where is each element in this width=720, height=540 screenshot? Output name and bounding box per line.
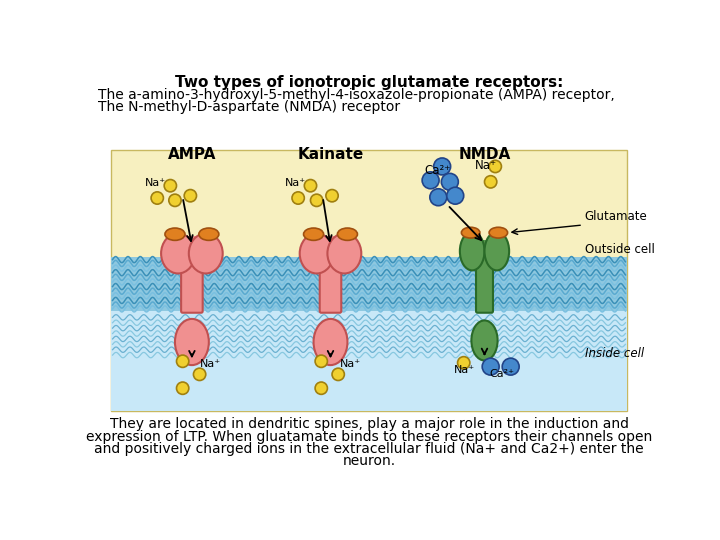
- Ellipse shape: [472, 320, 498, 361]
- Ellipse shape: [485, 232, 509, 271]
- Circle shape: [326, 190, 338, 202]
- Circle shape: [315, 382, 328, 394]
- Ellipse shape: [328, 233, 361, 273]
- FancyBboxPatch shape: [181, 248, 203, 313]
- Circle shape: [489, 160, 501, 173]
- Text: Inside cell: Inside cell: [585, 347, 644, 360]
- Bar: [111, 257, 627, 311]
- Circle shape: [422, 172, 439, 189]
- Ellipse shape: [175, 319, 209, 365]
- Circle shape: [503, 358, 519, 375]
- Text: Ca²⁺: Ca²⁺: [490, 369, 515, 380]
- Ellipse shape: [161, 233, 195, 273]
- Circle shape: [176, 382, 189, 394]
- Bar: [111, 150, 627, 411]
- Ellipse shape: [165, 228, 185, 240]
- Circle shape: [194, 368, 206, 381]
- Text: Na⁺: Na⁺: [199, 359, 221, 369]
- Circle shape: [430, 189, 447, 206]
- Circle shape: [482, 358, 499, 375]
- Text: AMPA: AMPA: [168, 147, 216, 162]
- Text: Outside cell: Outside cell: [585, 242, 654, 255]
- Text: Ca²⁺: Ca²⁺: [425, 164, 451, 177]
- Ellipse shape: [300, 233, 333, 273]
- Text: expression of LTP. When gluatamate binds to these receptors their channels open: expression of LTP. When gluatamate binds…: [86, 430, 652, 444]
- Circle shape: [315, 355, 328, 367]
- Text: and positively charged ions in the extracellular fluid (Na+ and Ca2+) enter the: and positively charged ions in the extra…: [94, 442, 644, 456]
- Bar: [178, 236, 206, 271]
- Text: Na⁺: Na⁺: [145, 178, 166, 188]
- Text: Na⁺: Na⁺: [340, 359, 361, 369]
- Circle shape: [433, 158, 451, 175]
- Text: Na⁺: Na⁺: [454, 365, 475, 375]
- Circle shape: [447, 187, 464, 204]
- Text: Glutamate: Glutamate: [585, 211, 647, 224]
- FancyBboxPatch shape: [476, 248, 493, 313]
- Text: The a-amino-3-hydroxyl-5-methyl-4-isoxazole-propionate (AMPA) receptor,: The a-amino-3-hydroxyl-5-methyl-4-isoxaz…: [98, 88, 615, 102]
- Text: Na⁺: Na⁺: [475, 159, 498, 172]
- Text: Kainate: Kainate: [297, 147, 364, 162]
- Ellipse shape: [489, 227, 508, 238]
- Circle shape: [305, 179, 317, 192]
- Circle shape: [441, 173, 459, 190]
- Circle shape: [168, 194, 181, 206]
- Circle shape: [457, 356, 470, 369]
- Circle shape: [184, 190, 197, 202]
- Circle shape: [292, 192, 305, 204]
- Ellipse shape: [460, 232, 485, 271]
- Text: The N-methyl-D-aspartate (NMDA) receptor: The N-methyl-D-aspartate (NMDA) receptor: [98, 100, 400, 114]
- Circle shape: [151, 192, 163, 204]
- Circle shape: [332, 368, 344, 381]
- Text: Two types of ionotropic glutamate receptors:: Two types of ionotropic glutamate recept…: [175, 75, 563, 90]
- Bar: [472, 240, 497, 269]
- Ellipse shape: [199, 228, 219, 240]
- Text: Na⁺: Na⁺: [284, 178, 306, 188]
- Text: They are located in dendritic spines, play a major role in the induction and: They are located in dendritic spines, pl…: [109, 417, 629, 431]
- Ellipse shape: [314, 319, 348, 365]
- Ellipse shape: [338, 228, 357, 240]
- Ellipse shape: [462, 227, 480, 238]
- Circle shape: [485, 176, 497, 188]
- FancyBboxPatch shape: [320, 248, 341, 313]
- Text: neuron.: neuron.: [343, 455, 395, 468]
- Ellipse shape: [189, 233, 222, 273]
- Bar: [111, 311, 627, 411]
- Bar: [317, 236, 344, 271]
- Ellipse shape: [304, 228, 323, 240]
- Circle shape: [310, 194, 323, 206]
- Circle shape: [176, 355, 189, 367]
- Circle shape: [164, 179, 176, 192]
- Text: NMDA: NMDA: [459, 147, 510, 162]
